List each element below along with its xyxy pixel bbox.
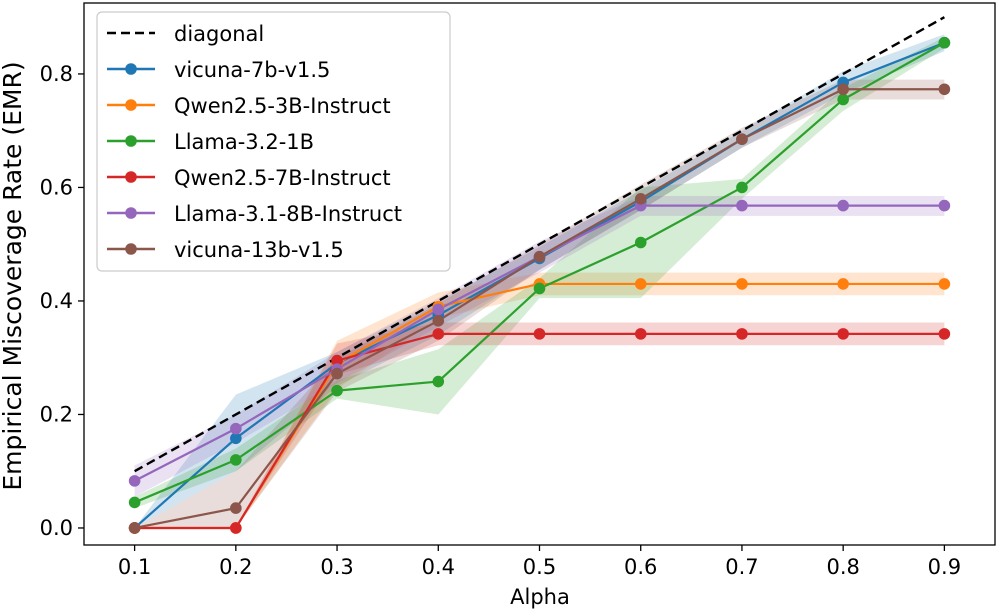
point-vicuna-13b-v1-5 bbox=[533, 250, 546, 263]
point-vicuna-13b-v1-5 bbox=[230, 502, 242, 514]
y-tick-label: 0.0 bbox=[40, 516, 73, 540]
band-vicuna-7b-v1-5 bbox=[134, 34, 945, 528]
point-vicuna-7b-v1-5 bbox=[230, 432, 242, 445]
band-vicuna-13b-v1-5 bbox=[134, 79, 945, 528]
legend-marker-llama-3-2-1b bbox=[125, 135, 137, 147]
y-tick-label: 0.8 bbox=[40, 62, 73, 86]
point-llama-3-1-8b-instruct bbox=[837, 199, 849, 212]
diagonal-line bbox=[134, 16, 945, 473]
point-qwen2-5-7b-instruct bbox=[634, 328, 647, 340]
point-qwen2-5-7b-instruct bbox=[736, 328, 748, 340]
point-qwen2-5-7b-instruct bbox=[230, 522, 242, 534]
x-axis: 0.1 0.2 0.3 0.4 0.5 0.6 0.7 0.8 0.9 bbox=[118, 545, 961, 579]
x-tick-label: 0.3 bbox=[320, 555, 353, 579]
point-llama-3-1-8b-instruct bbox=[128, 475, 141, 487]
x-tick-label: 0.8 bbox=[826, 555, 859, 579]
point-qwen2-5-3b-instruct bbox=[938, 278, 951, 290]
x-tick-label: 0.2 bbox=[219, 555, 252, 579]
legend-marker-llama-3-1-8b-instruct bbox=[125, 207, 137, 219]
point-llama-3-2-1b bbox=[837, 93, 849, 106]
legend-label-llama-3-2-1b: Llama-3.2-1B bbox=[174, 130, 314, 154]
legend-box bbox=[96, 11, 451, 272]
point-qwen2-5-3b-instruct bbox=[634, 278, 647, 290]
point-vicuna-13b-v1-5 bbox=[128, 522, 141, 534]
point-llama-3-2-1b bbox=[736, 181, 748, 194]
point-llama-3-2-1b bbox=[128, 496, 141, 509]
x-tick-label: 0.7 bbox=[725, 555, 758, 579]
y-tick-label: 0.4 bbox=[40, 289, 73, 313]
x-tick-label: 0.4 bbox=[422, 555, 455, 579]
legend-marker-vicuna-13b-v1-5 bbox=[125, 243, 137, 255]
point-qwen2-5-7b-instruct bbox=[938, 328, 951, 340]
point-llama-3-1-8b-instruct bbox=[230, 422, 242, 435]
legend-label-diagonal: diagonal bbox=[174, 22, 264, 46]
x-tick-label: 0.1 bbox=[118, 555, 151, 579]
point-qwen2-5-7b-instruct bbox=[432, 328, 445, 340]
x-axis-label: Alpha bbox=[510, 585, 570, 609]
point-llama-3-1-8b-instruct bbox=[938, 199, 951, 212]
point-qwen2-5-7b-instruct bbox=[837, 328, 849, 340]
point-qwen2-5-7b-instruct bbox=[533, 328, 546, 340]
point-llama-3-2-1b bbox=[331, 384, 343, 397]
point-llama-3-2-1b bbox=[230, 454, 242, 466]
legend-marker-qwen2-5-3b-instruct bbox=[125, 99, 137, 111]
point-llama-3-2-1b bbox=[533, 282, 546, 295]
series-markers bbox=[128, 36, 951, 534]
legend-label-vicuna-13b-v1-5: vicuna-13b-v1.5 bbox=[174, 238, 344, 262]
point-llama-3-2-1b bbox=[634, 236, 647, 249]
legend: diagonal vicuna-7b-v1.5 Qwen2.5-3B-Instruc… bbox=[96, 11, 451, 272]
y-axis-label: Empirical Miscoverage Rate (EMR) bbox=[0, 61, 27, 490]
legend-label-vicuna-7b-v1-5: vicuna-7b-v1.5 bbox=[174, 58, 330, 82]
x-tick-label: 0.5 bbox=[523, 555, 556, 579]
point-vicuna-13b-v1-5 bbox=[938, 83, 951, 96]
point-vicuna-13b-v1-5 bbox=[837, 83, 849, 96]
point-llama-3-1-8b-instruct bbox=[432, 303, 445, 316]
point-llama-3-1-8b-instruct bbox=[736, 199, 748, 212]
x-tick-label: 0.6 bbox=[624, 555, 657, 579]
point-vicuna-13b-v1-5 bbox=[331, 367, 343, 380]
point-vicuna-13b-v1-5 bbox=[432, 315, 445, 327]
y-tick-label: 0.6 bbox=[40, 175, 73, 199]
point-llama-3-2-1b bbox=[938, 36, 951, 49]
point-qwen2-5-7b-instruct bbox=[331, 354, 343, 367]
y-tick-label: 0.2 bbox=[40, 402, 73, 426]
point-llama-3-2-1b bbox=[432, 375, 445, 388]
point-qwen2-5-3b-instruct bbox=[837, 278, 849, 290]
legend-label-qwen2-5-7b-instruct: Qwen2.5-7B-Instruct bbox=[174, 166, 391, 190]
legend-marker-qwen2-5-7b-instruct bbox=[125, 171, 137, 183]
x-tick-label: 0.9 bbox=[928, 555, 961, 579]
legend-label-llama-3-1-8b-instruct: Llama-3.1-8B-Instruct bbox=[174, 202, 402, 226]
y-axis: 0.0 0.2 0.4 0.6 0.8 bbox=[40, 62, 84, 540]
point-qwen2-5-3b-instruct bbox=[736, 278, 748, 290]
point-vicuna-13b-v1-5 bbox=[634, 193, 647, 205]
point-vicuna-13b-v1-5 bbox=[736, 133, 748, 146]
legend-label-qwen2-5-3b-instruct: Qwen2.5-3B-Instruct bbox=[174, 94, 391, 118]
legend-marker-vicuna-7b-v1-5 bbox=[125, 63, 137, 75]
